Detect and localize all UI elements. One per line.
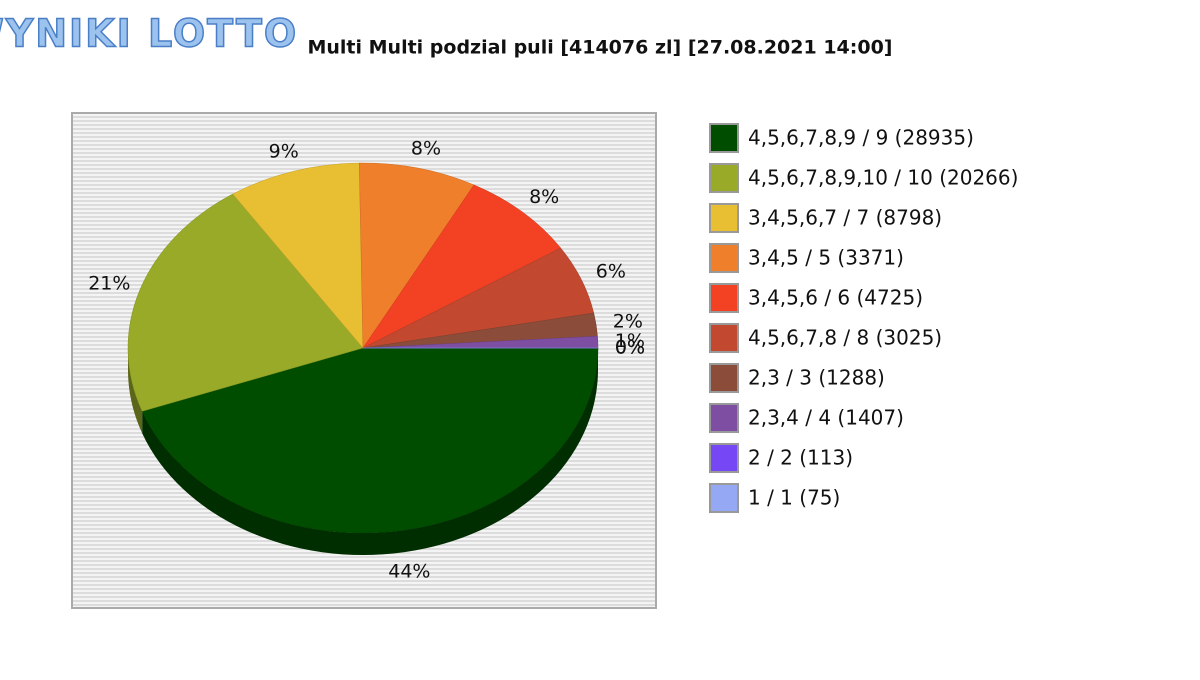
legend-label: 2 / 2 (113) (748, 446, 853, 470)
legend-swatch (709, 163, 739, 193)
data-label: 9% (269, 141, 299, 163)
chart-title: Multi Multi podzial puli [414076 zl] [27… (307, 37, 892, 59)
slice (141, 347, 599, 534)
legend-swatch (709, 123, 739, 153)
logo: WYNIKI LOTTO (0, 12, 298, 56)
data-label: 8% (411, 137, 441, 159)
legend-label: 3,4,5,6 / 6 (4725) (748, 286, 923, 310)
data-label: 2% (613, 311, 643, 333)
data-label: 0% (615, 337, 645, 359)
legend-swatch (709, 403, 739, 433)
legend-label: 4,5,6,7,8 / 8 (3025) (748, 326, 942, 350)
legend-label: 4,5,6,7,8,9,10 / 10 (20266) (748, 166, 1018, 190)
data-label: 0% (615, 337, 645, 359)
data-label: 1% (615, 330, 645, 352)
data-label: 6% (596, 260, 626, 282)
slice (232, 162, 364, 349)
slice (127, 193, 364, 412)
legend-label: 3,4,5,6,7 / 7 (8798) (748, 206, 942, 230)
legend-swatch (709, 323, 739, 353)
legend-label: 2,3,4 / 4 (1407) (748, 406, 904, 430)
legend-swatch (709, 443, 739, 473)
legend-swatch (709, 363, 739, 393)
slice (359, 162, 475, 349)
data-label: 44% (388, 560, 430, 582)
slice-side (128, 348, 143, 434)
legend-swatch (709, 483, 739, 513)
legend-label: 2,3 / 3 (1288) (748, 366, 885, 390)
slice (362, 184, 562, 349)
legend-label: 4,5,6,7,8,9 / 9 (28935) (748, 126, 974, 150)
legend-swatch (709, 203, 739, 233)
data-label: 8% (529, 186, 559, 208)
legend-swatch (709, 283, 739, 313)
legend-swatch (709, 243, 739, 273)
data-label: 21% (88, 273, 130, 295)
legend-label: 3,4,5 / 5 (3371) (748, 246, 904, 270)
legend-label: 1 / 1 (75) (748, 486, 840, 510)
